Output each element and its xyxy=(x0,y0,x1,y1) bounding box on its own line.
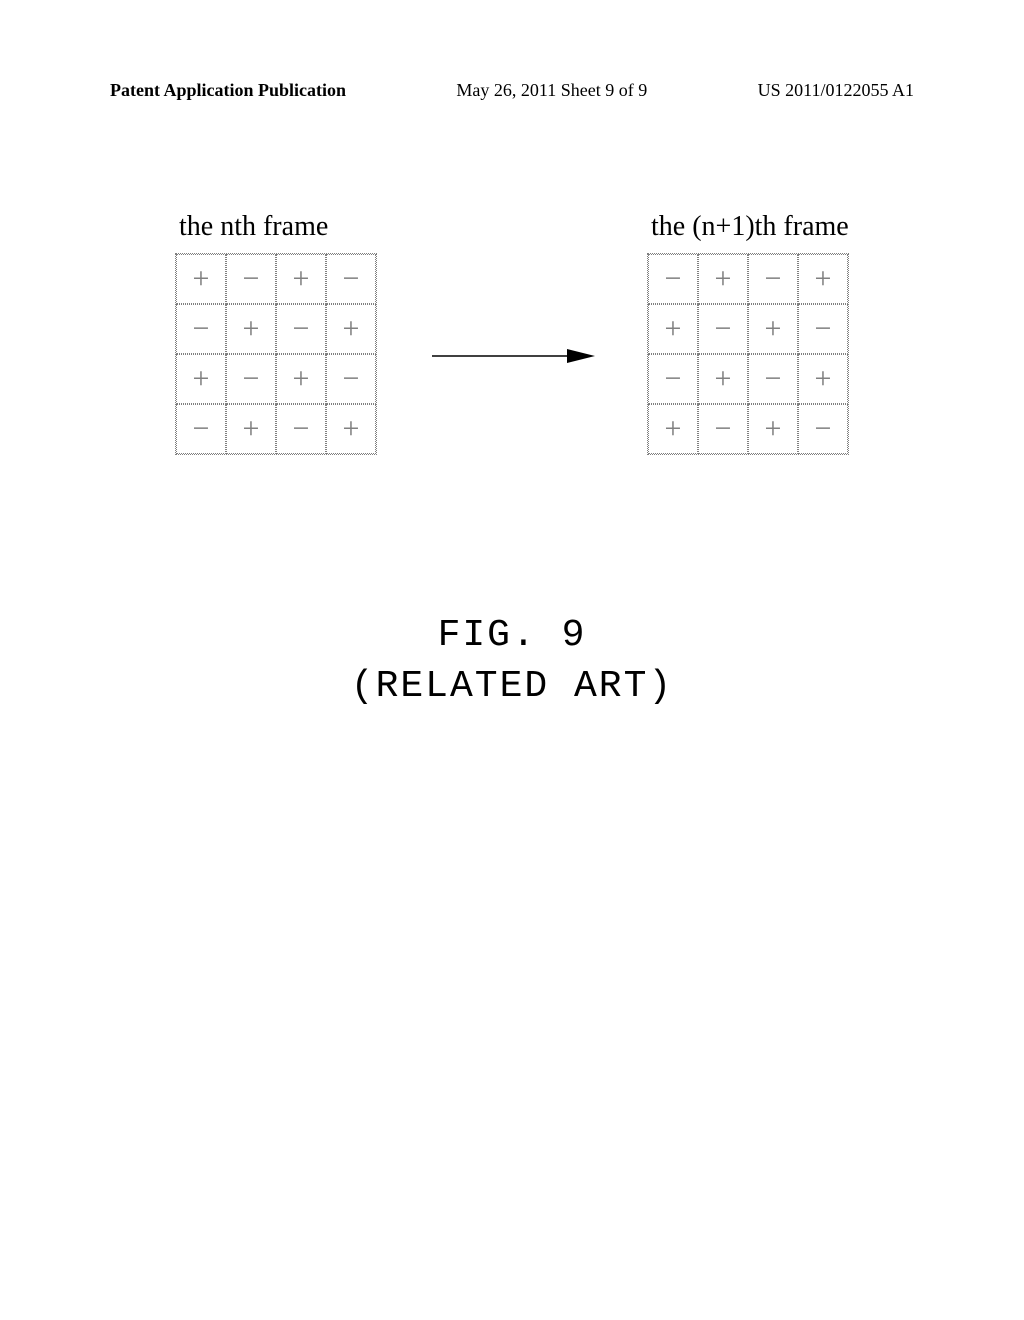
polarity-cell: + xyxy=(276,354,326,404)
polarity-cell: − xyxy=(176,404,226,454)
header-right: US 2011/0122055 A1 xyxy=(758,80,914,101)
polarity-cell: − xyxy=(648,254,698,304)
polarity-cell: + xyxy=(176,354,226,404)
polarity-cell: + xyxy=(698,254,748,304)
polarity-cell: + xyxy=(698,354,748,404)
polarity-cell: + xyxy=(176,254,226,304)
caption-line-1: FIG. 9 xyxy=(0,610,1024,661)
polarity-cell: − xyxy=(226,254,276,304)
polarity-cell: − xyxy=(176,304,226,354)
polarity-cell: + xyxy=(226,304,276,354)
page-header: Patent Application Publication May 26, 2… xyxy=(110,80,914,101)
polarity-cell: − xyxy=(226,354,276,404)
header-left: Patent Application Publication xyxy=(110,80,346,101)
caption-line-2: (RELATED ART) xyxy=(0,661,1024,712)
header-center: May 26, 2011 Sheet 9 of 9 xyxy=(456,80,647,101)
arrow-icon xyxy=(427,341,597,371)
polarity-cell: + xyxy=(326,404,376,454)
page-root: Patent Application Publication May 26, 2… xyxy=(0,0,1024,1320)
polarity-cell: + xyxy=(798,254,848,304)
polarity-cell: − xyxy=(798,404,848,454)
polarity-cell: + xyxy=(648,404,698,454)
frame-nth-title: the nth frame xyxy=(175,211,328,243)
polarity-cell: − xyxy=(326,354,376,404)
figure-caption: FIG. 9 (RELATED ART) xyxy=(0,610,1024,713)
polarity-cell: + xyxy=(798,354,848,404)
polarity-cell: − xyxy=(698,304,748,354)
polarity-cell: − xyxy=(276,404,326,454)
figure-area: the nth frame +−+−−+−++−+−−+−+ the (n+1)… xyxy=(110,211,914,455)
polarity-cell: + xyxy=(326,304,376,354)
polarity-cell: − xyxy=(798,304,848,354)
arrow-container xyxy=(427,231,597,435)
polarity-cell: − xyxy=(698,404,748,454)
polarity-cell: − xyxy=(748,354,798,404)
frame-next-grid: −+−++−+−−+−++−+− xyxy=(647,253,849,455)
polarity-cell: − xyxy=(648,354,698,404)
polarity-cell: − xyxy=(748,254,798,304)
frame-nth: the nth frame +−+−−+−++−+−−+−+ xyxy=(175,211,377,455)
polarity-cell: − xyxy=(276,304,326,354)
polarity-cell: + xyxy=(226,404,276,454)
frame-next: the (n+1)th frame −+−++−+−−+−++−+− xyxy=(647,211,849,455)
frame-next-title: the (n+1)th frame xyxy=(647,211,849,243)
polarity-cell: + xyxy=(276,254,326,304)
polarity-cell: − xyxy=(326,254,376,304)
polarity-cell: + xyxy=(748,404,798,454)
polarity-cell: + xyxy=(648,304,698,354)
frame-nth-grid: +−+−−+−++−+−−+−+ xyxy=(175,253,377,455)
polarity-cell: + xyxy=(748,304,798,354)
